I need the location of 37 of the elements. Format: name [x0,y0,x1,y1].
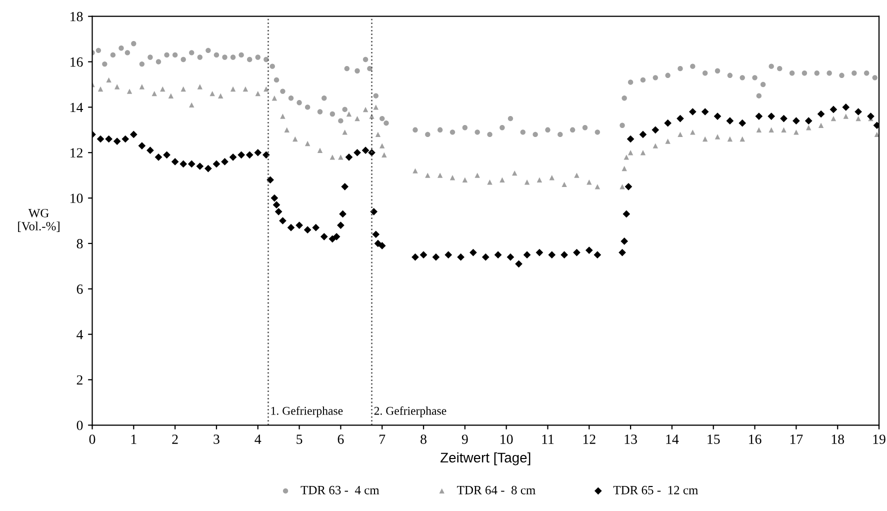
x-tick-label: 9 [462,434,468,444]
legend-label: TDR 65 - 12 cm [613,486,698,494]
y-tick-label: 18 [70,12,83,22]
x-tick-label: 19 [873,434,886,444]
y-tick-label: 4 [76,330,84,340]
x-tick-label: 2 [172,434,178,444]
x-tick-label: 15 [708,434,720,444]
x-tick-label: 11 [542,434,554,444]
x-tick-label: 6 [338,434,344,444]
x-tick-label: 12 [583,434,596,444]
x-tick-label: 7 [380,434,386,444]
ref-line-label: 1. Gefrierphase [271,406,343,418]
y-tick-label: 16 [70,57,83,67]
x-tick-label: 16 [749,434,762,444]
ref-line-label: 2. Gefrierphase [374,406,446,418]
y-axis-title: WG [Vol.-%] [18,208,60,232]
x-tick-label: 8 [420,434,426,444]
x-axis-title: Zeitwert [Tage] [440,452,530,466]
legend-label: TDR 64 - 8 cm [457,486,536,494]
y-tick-label: 6 [76,284,83,294]
y-tick-label: 10 [70,194,83,203]
x-tick-label: 10 [500,434,513,444]
x-tick-label: 4 [254,434,262,444]
y-tick-label: 8 [76,239,83,248]
y-tick-label: 12 [70,148,82,158]
y-tick-label: 0 [76,420,83,430]
y-tick-label: 14 [70,102,84,112]
x-tick-label: 13 [624,434,637,444]
y-tick-label: 2 [76,375,82,385]
x-tick-label: 3 [214,434,220,444]
x-tick-label: 17 [790,434,803,444]
x-tick-label: 0 [89,434,96,444]
x-tick-label: 5 [296,434,302,444]
legend-label: TDR 63 - 4 cm [300,486,380,494]
x-tick-label: 14 [666,434,679,444]
x-tick-label: 1 [131,434,136,444]
x-tick-label: 18 [832,434,844,444]
